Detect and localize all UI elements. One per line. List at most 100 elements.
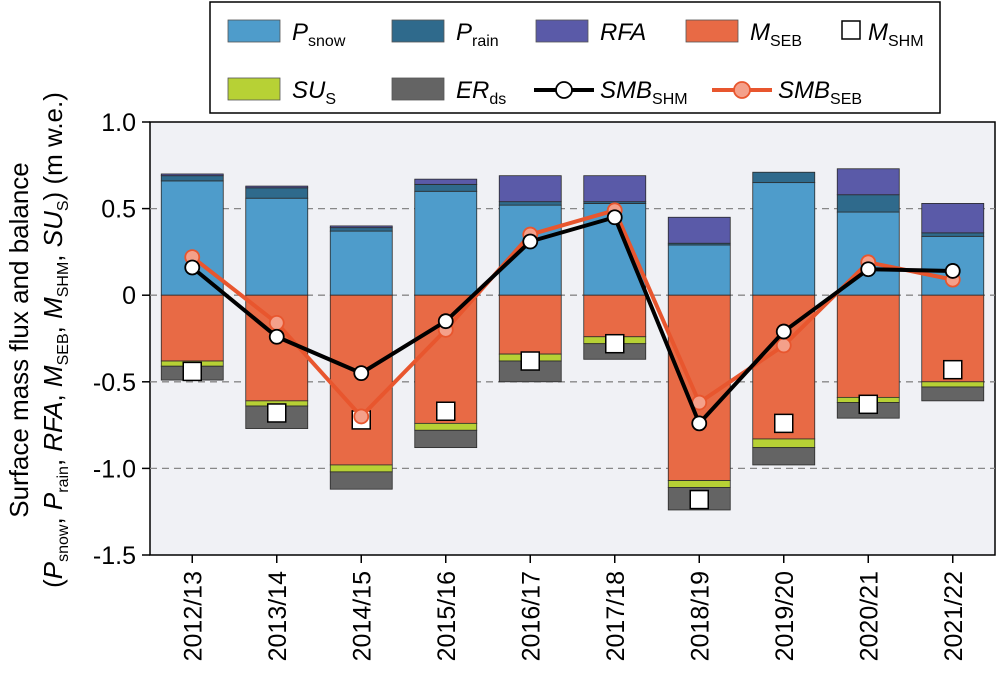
- x-tick-label: 2013/14: [264, 571, 292, 661]
- bar-rfa: [245, 185, 309, 189]
- legend-label-rfa: RFA: [600, 19, 646, 46]
- legend-label-erds: ERds: [456, 77, 506, 108]
- mshm-markers-layer: [182, 333, 963, 510]
- lines-layer: [184, 202, 961, 432]
- bar-p-rain: [160, 175, 224, 182]
- bar-m-seb: [583, 294, 647, 338]
- x-tick-label: 2016/17: [517, 571, 545, 661]
- mshm-marker: [858, 394, 878, 415]
- x-tick-label: 2017/18: [602, 571, 630, 661]
- point-smb-shm: [691, 415, 708, 432]
- legend-label-psnow: Psnow: [292, 19, 346, 50]
- point-smb-shm: [437, 313, 454, 330]
- bar-m-seb: [498, 294, 562, 355]
- bar-rfa: [498, 175, 562, 203]
- bar-p-rain: [245, 187, 309, 199]
- legend-dot-smbshm: [555, 81, 573, 99]
- mshm-marker: [520, 351, 540, 371]
- point-smb-shm: [606, 209, 623, 226]
- legend: Psnow Prain RFA MSEB MSHM SUS ERds SMBSH…: [209, 1, 941, 114]
- legend-label-mseb: MSEB: [750, 19, 802, 50]
- mshm-marker: [943, 359, 963, 380]
- gridlines: [150, 207, 995, 470]
- point-smb-shm: [184, 259, 201, 276]
- x-tick-label: 2019/20: [771, 571, 799, 661]
- bar-p-snow: [752, 182, 816, 296]
- y-tick-label: 1.0: [101, 109, 136, 137]
- y-axis-label-line2: (Psnow, Prain, RFA, MSEB, MSHM, SUS) (m …: [38, 92, 72, 588]
- x-tick-label: 2012/13: [179, 571, 207, 661]
- bar-m-seb: [836, 294, 900, 398]
- mshm-marker: [182, 361, 202, 382]
- bar-p-rain: [498, 201, 562, 206]
- legend-label-smbshm: SMBSHM: [600, 77, 688, 108]
- y-tick-label: -1.0: [93, 455, 136, 483]
- bar-rfa: [921, 203, 985, 234]
- legend-label-prain: Prain: [456, 19, 499, 50]
- legend-dot-smbseb: [733, 81, 751, 99]
- x-tick-label: 2018/19: [686, 571, 714, 661]
- legend-swatch-mseb: [685, 19, 739, 43]
- y-tick-label: -1.5: [93, 542, 136, 570]
- legend-swatch-erds: [391, 77, 445, 101]
- bar-rfa: [583, 175, 647, 203]
- legend-label-smbseb: SMBSEB: [778, 77, 862, 108]
- point-smb-shm: [522, 233, 539, 250]
- point-smb-shm: [353, 365, 370, 382]
- bar-su-s: [667, 480, 731, 488]
- bar-rfa: [836, 168, 900, 196]
- bar-p-snow: [245, 197, 309, 296]
- y-axis-ticks: 1.0 0.5 0 -0.5 -1.0 -1.5: [93, 109, 150, 570]
- bar-p-snow: [667, 244, 731, 296]
- bars-layer: [160, 168, 985, 511]
- legend-marker-mshm: [841, 20, 861, 40]
- bar-er-ds: [329, 471, 393, 490]
- y-tick-label: -0.5: [93, 369, 136, 397]
- point-smb-seb: [775, 337, 792, 354]
- legend-swatch-rfa: [535, 19, 589, 43]
- bar-m-seb: [160, 294, 224, 362]
- bar-su-s: [329, 464, 393, 473]
- mshm-marker: [267, 403, 287, 423]
- bar-p-rain: [414, 183, 478, 192]
- bar-p-rain: [921, 232, 985, 237]
- y-axis-label-line1: Surface mass flux and balance: [4, 162, 34, 518]
- bar-su-s: [921, 381, 985, 388]
- bar-er-ds: [414, 429, 478, 449]
- bar-su-s: [414, 422, 478, 431]
- point-smb-shm: [944, 263, 961, 279]
- x-tick-label: 2021/22: [940, 571, 968, 661]
- line-smb-seb: [191, 208, 954, 419]
- point-smb-seb: [353, 408, 370, 425]
- y-tick-label: 0.5: [101, 196, 136, 224]
- bar-p-snow: [329, 230, 393, 296]
- point-smb-shm: [268, 328, 285, 345]
- legend-label-sus: SUS: [292, 77, 336, 108]
- bar-p-snow: [160, 180, 224, 296]
- bar-er-ds: [752, 447, 816, 466]
- bar-er-ds: [921, 386, 985, 402]
- legend-swatch-prain: [391, 19, 445, 43]
- point-smb-seb: [268, 315, 285, 331]
- legend-label-mshm: MSHM: [868, 19, 924, 50]
- legend-swatch-sus: [227, 77, 281, 101]
- y-tick-label: 0: [122, 282, 136, 310]
- line-smb-shm: [190, 215, 953, 426]
- x-tick-label: 2015/16: [433, 571, 461, 661]
- mshm-marker: [436, 401, 456, 421]
- x-tick-label: 2020/21: [855, 571, 883, 661]
- point-smb-shm: [860, 261, 877, 278]
- point-smb-shm: [775, 323, 792, 340]
- bar-su-s: [752, 438, 816, 449]
- mshm-marker: [774, 413, 794, 434]
- bar-rfa: [160, 173, 224, 177]
- mshm-marker: [689, 489, 709, 510]
- bar-p-rain: [836, 194, 900, 213]
- bar-rfa: [414, 178, 478, 185]
- bar-p-snow: [498, 204, 562, 296]
- bar-rfa: [667, 216, 731, 244]
- x-tick-label: 2014/15: [348, 571, 376, 661]
- y-axis-label-2: (Psnow, Prain, RFA, MSEB, MSHM, SUS) (m …: [38, 92, 72, 588]
- y-axis-label: Surface mass flux and balance: [4, 162, 34, 518]
